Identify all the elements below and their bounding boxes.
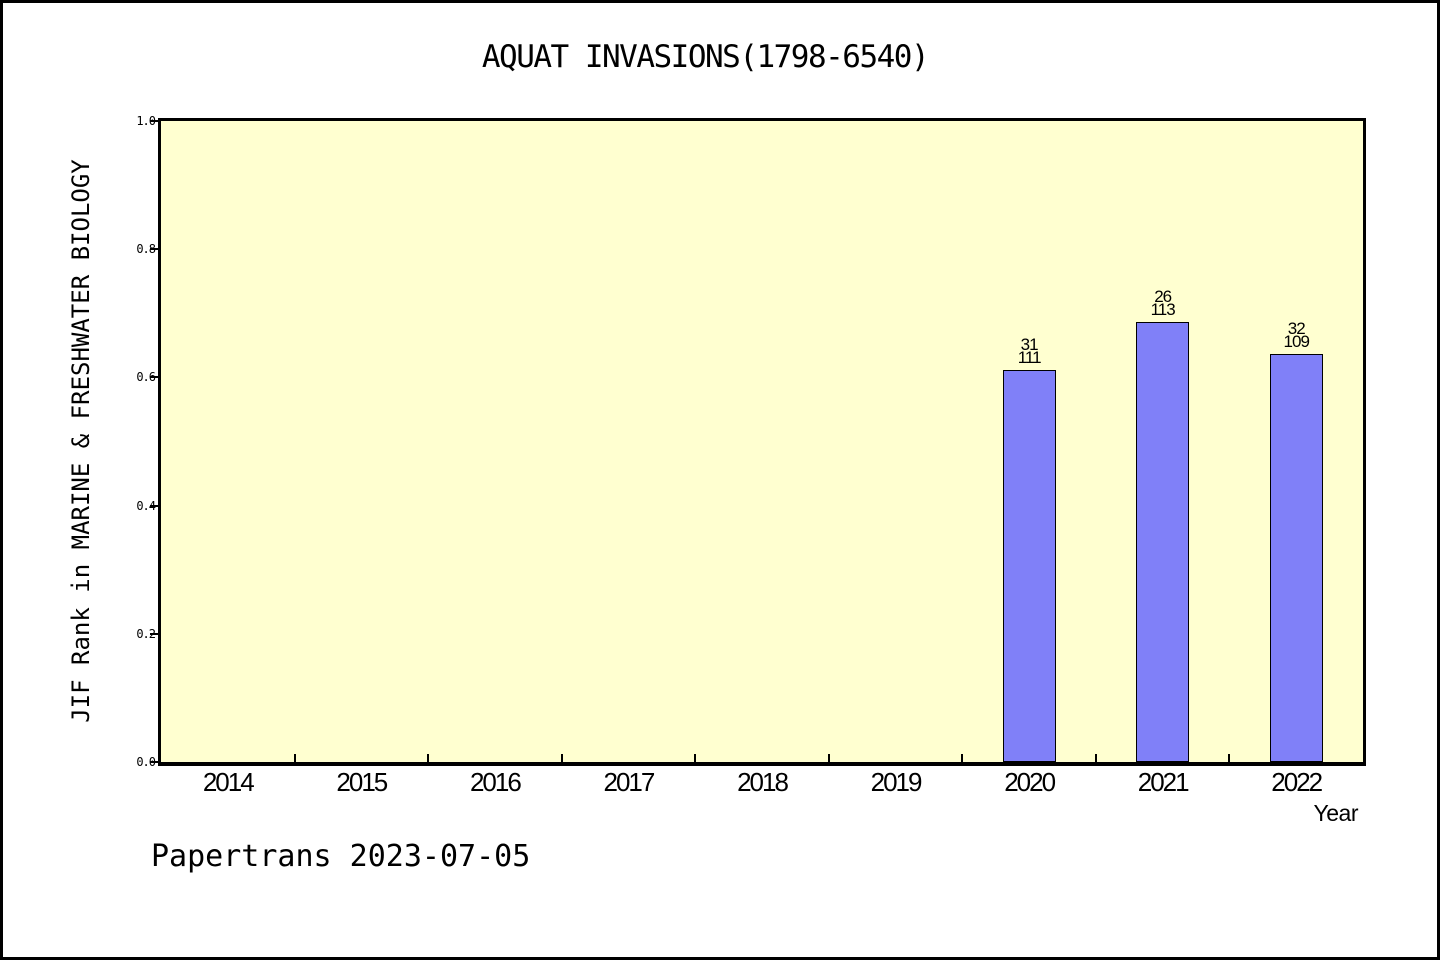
x-tick-mark (827, 754, 830, 762)
y-axis-label: JIF Rank in MARINE & FRESHWATER BIOLOGY (67, 159, 95, 723)
x-tick-label: 2017 (603, 767, 656, 797)
x-tick-label: 2019 (870, 767, 923, 797)
x-tick-label: 2014 (202, 767, 255, 797)
x-tick-label: 2015 (336, 767, 388, 797)
bar-2022 (1269, 354, 1323, 762)
watermark-text: Papertrans 2023-07-05 (151, 839, 531, 874)
x-tick-mark (1228, 754, 1231, 762)
bar-2020 (1002, 370, 1056, 762)
y-tick-label: 0.4 (136, 498, 156, 513)
bar-value-label: 32 109 (1283, 319, 1310, 351)
bar-value-label: 26 113 (1150, 287, 1176, 319)
bar-value-label: 31 111 (1017, 335, 1042, 367)
x-tick-mark (1094, 754, 1097, 762)
chart-title: AQUAT INVASIONS(1798-6540) (481, 39, 930, 75)
plot-area: 31 111 26 113 32 109 (158, 118, 1366, 766)
y-tick-mark (150, 376, 158, 379)
bar-rank-value: 31 (1020, 335, 1039, 354)
y-tick-label: 0.2 (136, 626, 156, 641)
x-tick-mark (293, 754, 296, 762)
y-tick-mark (150, 248, 158, 251)
bar-total-value: 111 (1017, 348, 1042, 367)
y-tick-mark (150, 120, 158, 122)
x-tick-label: 2022 (1271, 767, 1323, 797)
bar-2021 (1136, 322, 1190, 762)
bar-rank-value: 26 (1154, 287, 1172, 306)
y-tick-label: 0.8 (136, 242, 156, 257)
bar-rank-value: 32 (1287, 319, 1306, 338)
x-tick-label: 2021 (1137, 767, 1190, 797)
bar-total-value: 109 (1283, 332, 1310, 351)
y-tick-label: 0.0 (136, 755, 156, 769)
y-tick-mark (150, 761, 158, 763)
bar-total-value: 113 (1150, 300, 1176, 319)
x-tick-label: 2016 (469, 767, 522, 797)
x-tick-label: 2020 (1004, 767, 1056, 797)
y-tick-mark (150, 632, 158, 635)
x-tick-mark (427, 754, 430, 762)
y-tick-label: 0.6 (136, 370, 156, 385)
x-tick-label: 2018 (737, 767, 789, 797)
x-tick-mark (694, 754, 697, 762)
y-tick-label: 1.0 (136, 114, 156, 128)
y-tick-mark (150, 504, 158, 507)
x-tick-mark (961, 754, 964, 762)
x-axis-title: Year (1313, 800, 1359, 826)
x-tick-mark (560, 754, 563, 762)
plot-inner: 31 111 26 113 32 109 (161, 121, 1363, 762)
